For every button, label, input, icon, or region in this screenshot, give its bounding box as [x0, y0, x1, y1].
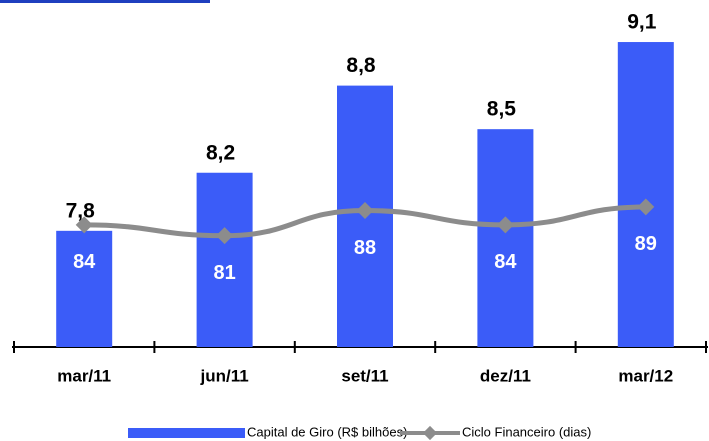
legend-swatch	[128, 428, 245, 438]
line-value-label: 84	[73, 251, 96, 273]
bar-value-label: 8,2	[206, 141, 235, 164]
bar-value-label: 8,8	[346, 54, 376, 77]
x-tick-label: set/11	[341, 366, 388, 385]
bar-value-label: 7,8	[66, 199, 96, 222]
bar-value-label: 9,1	[627, 11, 657, 34]
bar	[196, 172, 253, 347]
line-marker	[637, 198, 655, 216]
x-tick-label: mar/12	[618, 366, 673, 385]
line-marker	[75, 216, 93, 234]
line-marker	[496, 216, 514, 234]
legend-swatch-marker	[422, 425, 438, 441]
bar	[477, 129, 534, 347]
line-value-label: 88	[354, 237, 376, 259]
bar	[56, 230, 113, 347]
line-marker	[216, 227, 234, 245]
x-tick-label: mar/11	[57, 366, 111, 385]
line-value-label: 81	[213, 262, 235, 284]
line-value-label: 89	[635, 233, 657, 255]
header-underline	[0, 0, 210, 3]
line-marker	[356, 202, 374, 220]
x-tick-label: jun/11	[200, 366, 249, 385]
bar	[617, 42, 674, 347]
x-tick-label: dez/11	[480, 366, 531, 385]
line-value-label: 84	[494, 251, 517, 273]
legend-label: Ciclo Financeiro (dias)	[462, 424, 591, 439]
legend-label: Capital de Giro (R$ bilhões)	[247, 424, 407, 439]
bar-value-label: 8,5	[487, 98, 517, 121]
